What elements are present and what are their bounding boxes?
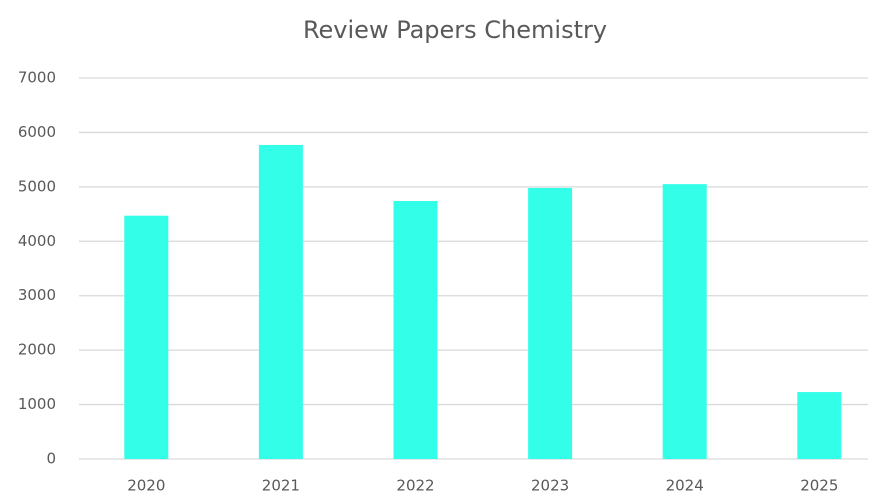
x-tick-label: 2023 <box>531 477 569 495</box>
y-tick-label: 2000 <box>18 341 56 359</box>
bar <box>124 215 169 459</box>
y-tick-label: 0 <box>46 450 56 468</box>
x-tick-label: 2024 <box>666 477 704 495</box>
x-tick-label: 2025 <box>800 477 838 495</box>
y-tick-label: 1000 <box>18 395 56 413</box>
y-tick-label: 4000 <box>18 232 56 250</box>
bar <box>797 392 842 459</box>
chart-title: Review Papers Chemistry <box>303 16 607 44</box>
bar <box>528 187 573 459</box>
bar <box>662 184 707 459</box>
x-tick-label: 2020 <box>127 477 165 495</box>
bar <box>393 201 438 459</box>
y-tick-label: 7000 <box>18 69 56 87</box>
y-tick-label: 6000 <box>18 123 56 141</box>
y-tick-label: 3000 <box>18 286 56 304</box>
x-tick-label: 2022 <box>396 477 434 495</box>
y-tick-label: 5000 <box>18 177 56 195</box>
bar <box>258 144 303 459</box>
x-tick-label: 2021 <box>262 477 300 495</box>
